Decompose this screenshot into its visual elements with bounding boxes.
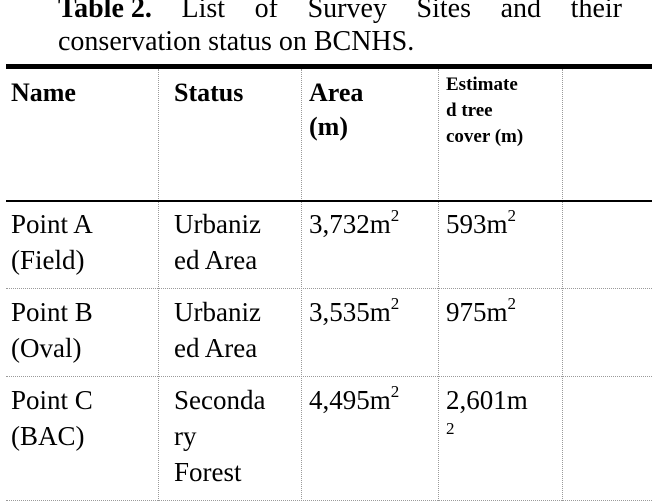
row-3-tree-cover: 2,601m 2 [446, 382, 528, 438]
status-line: Urbaniz [174, 209, 261, 239]
unit-superscript: 2 [390, 294, 400, 313]
row-divider [6, 288, 652, 289]
row-1-status: Urbaniz ed Area [174, 206, 261, 278]
row-2-tree-cover: 975m2 [446, 294, 516, 330]
header-tree-line: d tree [446, 100, 493, 121]
column-divider [301, 69, 302, 501]
row-divider [6, 376, 652, 377]
status-line: Urbaniz [174, 297, 261, 327]
area-value: 4,495m [309, 385, 391, 415]
table-caption: Table 2. List of Survey Sites and their … [58, 0, 622, 58]
site-name: Point B [11, 297, 93, 327]
header-tree-line: Estimate [446, 74, 518, 95]
row-2-area: 3,535m2 [309, 294, 399, 330]
caption-word: their [570, 0, 622, 24]
site-name: Point A [11, 209, 93, 239]
header-area-line: (m) [309, 112, 348, 141]
tree-cover-value: 2,601m [446, 385, 528, 415]
unit-superscript: 2 [446, 419, 455, 438]
caption-word: List [181, 0, 226, 24]
unit-superscript: 2 [507, 206, 517, 225]
header-status: Status [174, 78, 244, 107]
site-label: (Oval) [11, 333, 82, 363]
tree-cover-value: 975m [446, 297, 508, 327]
row-3-name: Point C (BAC) [11, 382, 93, 454]
column-divider [562, 69, 563, 501]
table-top-rule [6, 64, 652, 69]
row-1-tree-cover: 593m2 [446, 206, 516, 242]
caption-word: and [500, 0, 542, 24]
survey-sites-table: Name Status Area (m) Estimate d tree cov… [6, 69, 652, 501]
area-value: 3,535m [309, 297, 391, 327]
header-area-line: Area [309, 78, 364, 107]
caption-line-2: conservation status on BCNHS. [58, 26, 415, 57]
header-tree-cover: Estimate d tree cover (m) [446, 72, 523, 150]
site-label: (Field) [11, 245, 85, 275]
header-bottom-rule [6, 200, 652, 202]
row-1-area: 3,732m2 [309, 206, 399, 242]
status-line: Forest [174, 457, 242, 487]
status-line: ry [174, 421, 197, 451]
header-name: Name [11, 78, 76, 107]
row-2-status: Urbaniz ed Area [174, 294, 261, 366]
row-2-name: Point B (Oval) [11, 294, 93, 366]
column-divider [158, 69, 159, 501]
caption-word: Survey [307, 0, 387, 24]
site-label: (BAC) [11, 421, 85, 451]
status-line: ed Area [174, 245, 258, 275]
unit-superscript: 2 [390, 382, 400, 401]
unit-superscript: 2 [390, 206, 400, 225]
area-value: 3,732m [309, 209, 391, 239]
row-3-status: Seconda ry Forest [174, 382, 265, 490]
caption-label: Table 2. [58, 0, 152, 24]
header-tree-line: cover (m) [446, 126, 524, 147]
header-area: Area (m) [309, 76, 363, 144]
row-3-area: 4,495m2 [309, 382, 399, 418]
unit-superscript: 2 [507, 294, 517, 313]
caption-word: of [254, 0, 278, 24]
row-1-name: Point A (Field) [11, 206, 93, 278]
tree-cover-value: 593m [446, 209, 508, 239]
caption-word: Sites [416, 0, 472, 24]
site-name: Point C [11, 385, 93, 415]
status-line: Seconda [174, 385, 266, 415]
column-divider [438, 69, 439, 501]
caption-line-1: Table 2. List of Survey Sites and their [58, 0, 622, 25]
status-line: ed Area [174, 333, 258, 363]
